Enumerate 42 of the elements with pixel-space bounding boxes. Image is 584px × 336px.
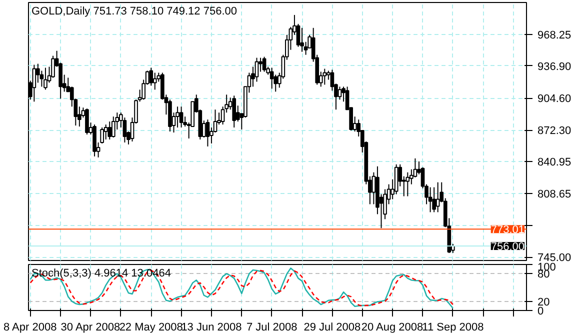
candlestick bbox=[111, 116, 116, 138]
candlestick bbox=[270, 67, 274, 90]
y-tick-label: 20 bbox=[538, 296, 550, 308]
candlestick bbox=[179, 106, 184, 128]
y-tick-label: 968.25 bbox=[538, 30, 572, 42]
candlestick bbox=[206, 119, 210, 147]
y-tick-label: 0 bbox=[538, 306, 544, 318]
candlestick bbox=[176, 106, 180, 128]
candlestick bbox=[254, 57, 259, 82]
candlestick bbox=[44, 67, 48, 90]
ref-line-label: 756.00 bbox=[490, 241, 525, 254]
x-tick-label: 29 Jul 2008 bbox=[304, 322, 361, 334]
x-tick-label: 7 Jul 2008 bbox=[246, 322, 298, 334]
candlestick bbox=[394, 164, 398, 195]
candlestick bbox=[322, 68, 327, 86]
x-tick-label: 13 Jun 2008 bbox=[181, 322, 242, 334]
x-tick-label: 11 Sep 2008 bbox=[422, 322, 484, 334]
candlestick bbox=[149, 67, 154, 86]
y-tick-label: 840.95 bbox=[538, 156, 572, 168]
candlestick bbox=[232, 95, 236, 128]
candlestick bbox=[406, 172, 410, 197]
chart-title: GOLD,Daily 751.73 758.10 749.12 756.00 bbox=[32, 6, 237, 18]
y-tick-label: 904.60 bbox=[538, 93, 572, 106]
candlestick bbox=[152, 72, 157, 90]
y-tick-label: 808.65 bbox=[538, 188, 572, 201]
candlestick bbox=[108, 121, 112, 140]
candlestick bbox=[338, 86, 342, 100]
candlestick bbox=[51, 55, 55, 78]
candlestick bbox=[104, 124, 108, 140]
x-tick-label: 20 Aug 2008 bbox=[361, 322, 424, 334]
candlestick bbox=[436, 182, 440, 213]
candlestick bbox=[428, 186, 432, 213]
candlestick bbox=[32, 64, 36, 102]
candlestick bbox=[85, 108, 89, 135]
y-tick-label: 872.30 bbox=[538, 125, 572, 138]
candlestick bbox=[300, 27, 304, 52]
candlestick bbox=[262, 56, 266, 72]
candlestick bbox=[432, 186, 436, 213]
y-tick-label: 936.90 bbox=[538, 60, 572, 73]
x-tick-label: 30 Apr 2008 bbox=[60, 322, 120, 334]
x-tick-label: 8 Apr 2008 bbox=[3, 322, 57, 334]
x-tick-label: 22 May 2008 bbox=[119, 322, 183, 334]
